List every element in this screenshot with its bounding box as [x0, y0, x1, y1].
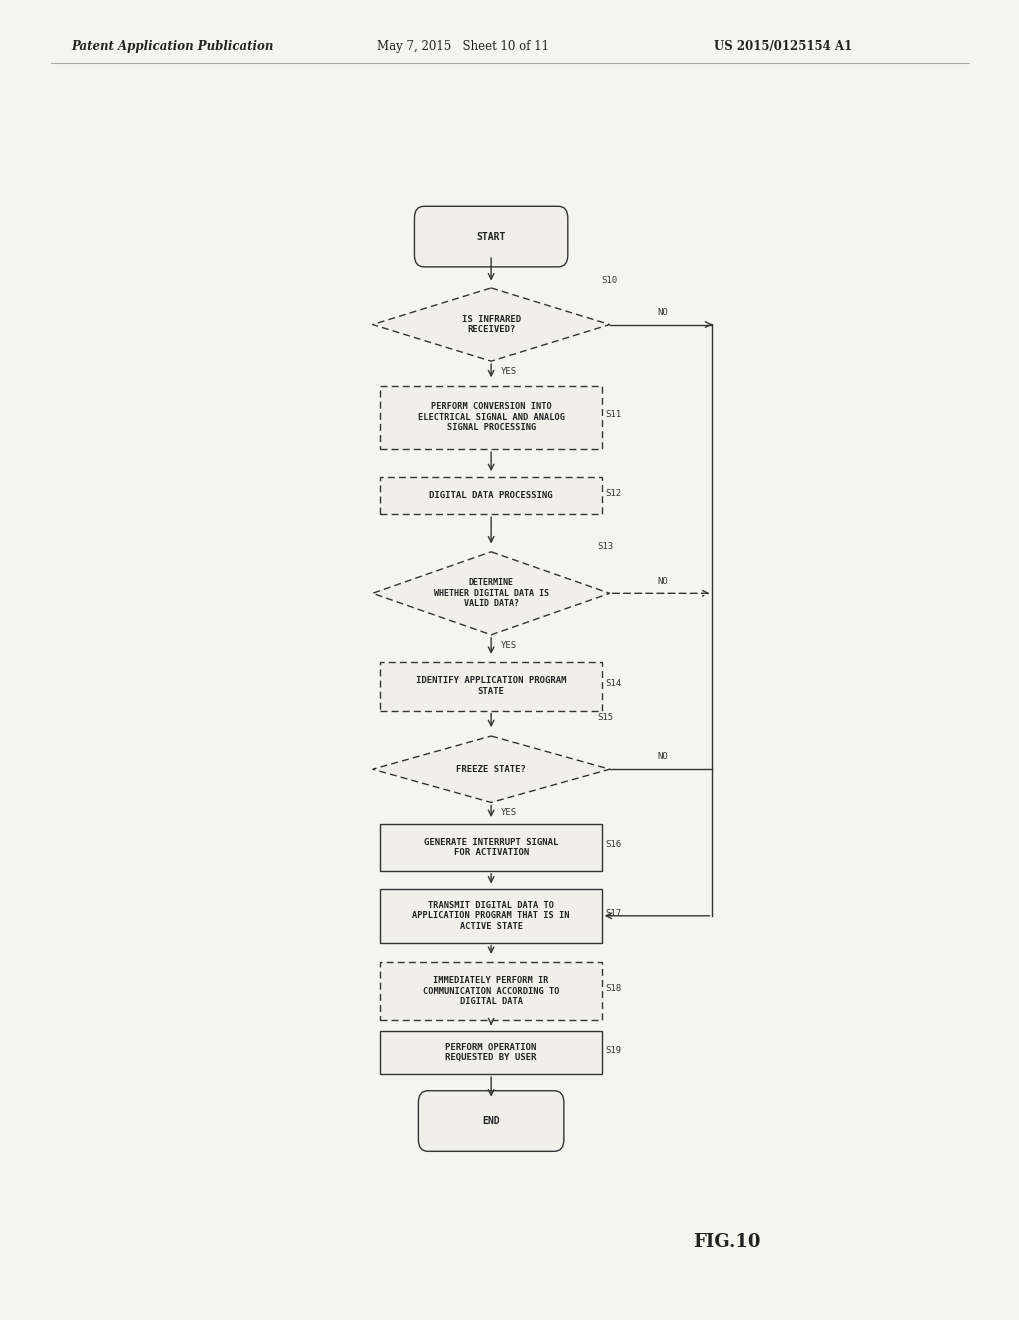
Text: S18: S18 [605, 985, 622, 993]
Text: END: END [482, 1115, 499, 1126]
FancyBboxPatch shape [380, 888, 601, 942]
Text: S10: S10 [601, 276, 618, 285]
Text: S16: S16 [605, 841, 622, 849]
Text: TRANSMIT DIGITAL DATA TO
APPLICATION PROGRAM THAT IS IN
ACTIVE STATE: TRANSMIT DIGITAL DATA TO APPLICATION PRO… [412, 902, 570, 931]
Text: S11: S11 [605, 411, 622, 420]
Text: S14: S14 [605, 680, 622, 688]
Polygon shape [372, 552, 609, 635]
Text: NO: NO [656, 577, 667, 586]
Text: NO: NO [656, 308, 667, 317]
Text: START: START [476, 231, 505, 242]
Text: S12: S12 [605, 488, 622, 498]
Text: S15: S15 [597, 713, 613, 722]
Text: PERFORM OPERATION
REQUESTED BY USER: PERFORM OPERATION REQUESTED BY USER [445, 1043, 536, 1063]
Text: US 2015/0125154 A1: US 2015/0125154 A1 [713, 40, 851, 53]
FancyBboxPatch shape [380, 385, 601, 449]
Text: YES: YES [500, 808, 517, 817]
Text: DETERMINE
WHETHER DIGITAL DATA IS
VALID DATA?: DETERMINE WHETHER DIGITAL DATA IS VALID … [433, 578, 548, 609]
Text: YES: YES [500, 367, 517, 376]
Polygon shape [372, 737, 609, 803]
Polygon shape [372, 288, 609, 362]
FancyBboxPatch shape [380, 661, 601, 710]
Text: GENERATE INTERRUPT SIGNAL
FOR ACTIVATION: GENERATE INTERRUPT SIGNAL FOR ACTIVATION [424, 838, 557, 857]
FancyBboxPatch shape [380, 1031, 601, 1074]
Text: S13: S13 [597, 541, 613, 550]
Text: May 7, 2015   Sheet 10 of 11: May 7, 2015 Sheet 10 of 11 [377, 40, 549, 53]
Text: IDENTIFY APPLICATION PROGRAM
STATE: IDENTIFY APPLICATION PROGRAM STATE [416, 676, 566, 696]
Text: FREEZE STATE?: FREEZE STATE? [455, 764, 526, 774]
Text: Patent Application Publication: Patent Application Publication [71, 40, 273, 53]
Text: IMMEDIATELY PERFORM IR
COMMUNICATION ACCORDING TO
DIGITAL DATA: IMMEDIATELY PERFORM IR COMMUNICATION ACC… [423, 977, 558, 1006]
Text: YES: YES [500, 640, 517, 649]
FancyBboxPatch shape [414, 206, 568, 267]
FancyBboxPatch shape [380, 962, 601, 1020]
Text: DIGITAL DATA PROCESSING: DIGITAL DATA PROCESSING [429, 491, 552, 500]
FancyBboxPatch shape [380, 477, 601, 515]
Text: S19: S19 [605, 1045, 622, 1055]
Text: PERFORM CONVERSION INTO
ELECTRICAL SIGNAL AND ANALOG
SIGNAL PROCESSING: PERFORM CONVERSION INTO ELECTRICAL SIGNA… [417, 403, 565, 432]
Text: S17: S17 [605, 908, 622, 917]
Text: NO: NO [656, 752, 667, 762]
Text: FIG.10: FIG.10 [693, 1233, 760, 1251]
FancyBboxPatch shape [418, 1090, 564, 1151]
Text: IS INFRARED
RECEIVED?: IS INFRARED RECEIVED? [462, 315, 520, 334]
FancyBboxPatch shape [380, 824, 601, 871]
